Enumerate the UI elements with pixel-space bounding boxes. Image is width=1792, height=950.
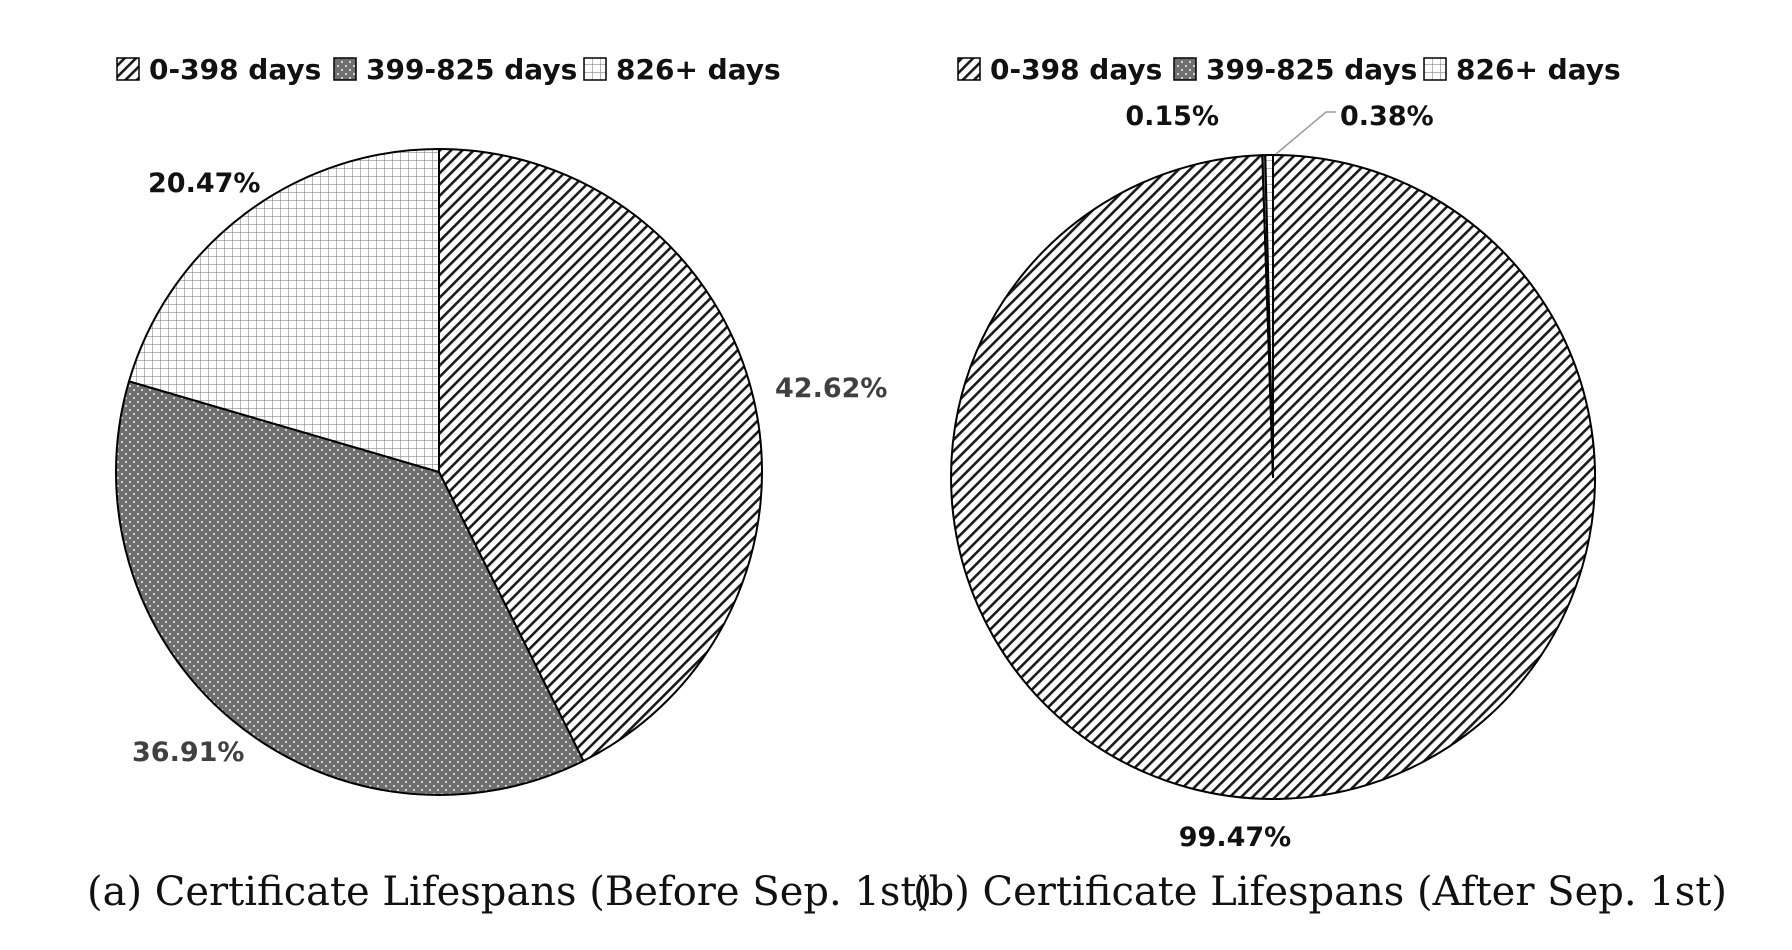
pie-slices-before <box>115 148 763 796</box>
pie-slice-826-days <box>1264 153 1274 478</box>
slice-label-826-plus-days: 0.38% <box>1340 101 1434 132</box>
slice-label-399-825-days: 36.91% <box>132 737 244 768</box>
legend-item-0-398-days: 0-398 days <box>957 53 1162 86</box>
pie-chart-after: 0-398 days 399-825 days 826+ days 99.47%… <box>913 53 1727 915</box>
legend-label: 826+ days <box>616 53 781 86</box>
pie-slice-399-825-days <box>115 380 585 796</box>
legend-item-399-825-days: 399-825 days <box>1173 53 1417 86</box>
legend-swatch-grid <box>1423 57 1447 81</box>
pie-labels-before: 42.62% 36.91% 20.47% <box>132 168 887 768</box>
legend-swatch-hatch <box>116 57 140 81</box>
legend-swatch-hatch <box>957 57 981 81</box>
legend-after: 0-398 days 399-825 days 826+ days <box>957 53 1621 86</box>
legend-label: 0-398 days <box>990 53 1162 86</box>
pie-slice-0-398-days <box>438 148 763 762</box>
legend-label: 399-825 days <box>366 53 577 86</box>
legend-before: 0-398 days 399-825 days 826+ days <box>116 53 781 86</box>
pie-chart-before: 0-398 days 399-825 days 826+ days 42.62%… <box>87 53 932 915</box>
pie-slice-826-days <box>128 148 440 473</box>
legend-label: 0-398 days <box>149 53 321 86</box>
leader-line <box>1275 111 1336 155</box>
legend-label: 826+ days <box>1456 53 1621 86</box>
legend-item-0-398-days: 0-398 days <box>116 53 321 86</box>
legend-swatch-grid <box>583 57 607 81</box>
caption-after: (b) Certificate Lifespans (After Sep. 1s… <box>913 869 1727 915</box>
caption-before: (a) Certificate Lifespans (Before Sep. 1… <box>87 869 932 915</box>
slice-label-399-825-days: 0.15% <box>1125 101 1219 132</box>
slice-label-0-398-days: 42.62% <box>775 373 887 404</box>
slice-label-0-398-days: 99.47% <box>1179 822 1291 853</box>
pie-slices-after <box>950 153 1597 800</box>
legend-item-826-plus-days: 826+ days <box>583 53 781 86</box>
legend-swatch-dots <box>333 57 357 81</box>
legend-item-826-plus-days: 826+ days <box>1423 53 1621 86</box>
legend-item-399-825-days: 399-825 days <box>333 53 577 86</box>
pie-labels-after: 99.47% 0.15% 0.38% <box>1125 101 1433 853</box>
legend-swatch-dots <box>1173 57 1197 81</box>
legend-label: 399-825 days <box>1206 53 1417 86</box>
slice-label-826-plus-days: 20.47% <box>148 168 260 199</box>
